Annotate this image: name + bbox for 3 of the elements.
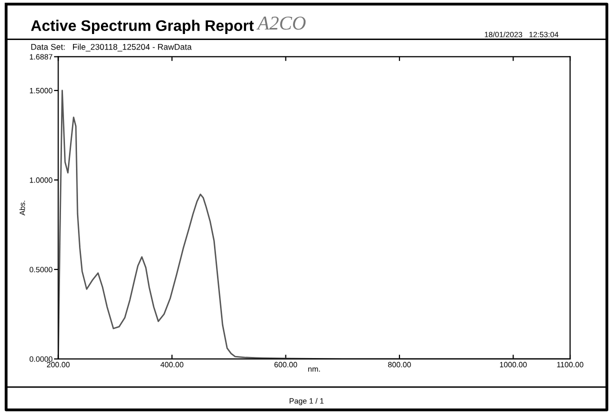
chart-subtitle: Data Set: File_230118_125204 - RawData <box>31 44 192 52</box>
chart-title: Active Spectrum Graph Report <box>31 20 254 34</box>
text: A2CO <box>256 16 306 30</box>
